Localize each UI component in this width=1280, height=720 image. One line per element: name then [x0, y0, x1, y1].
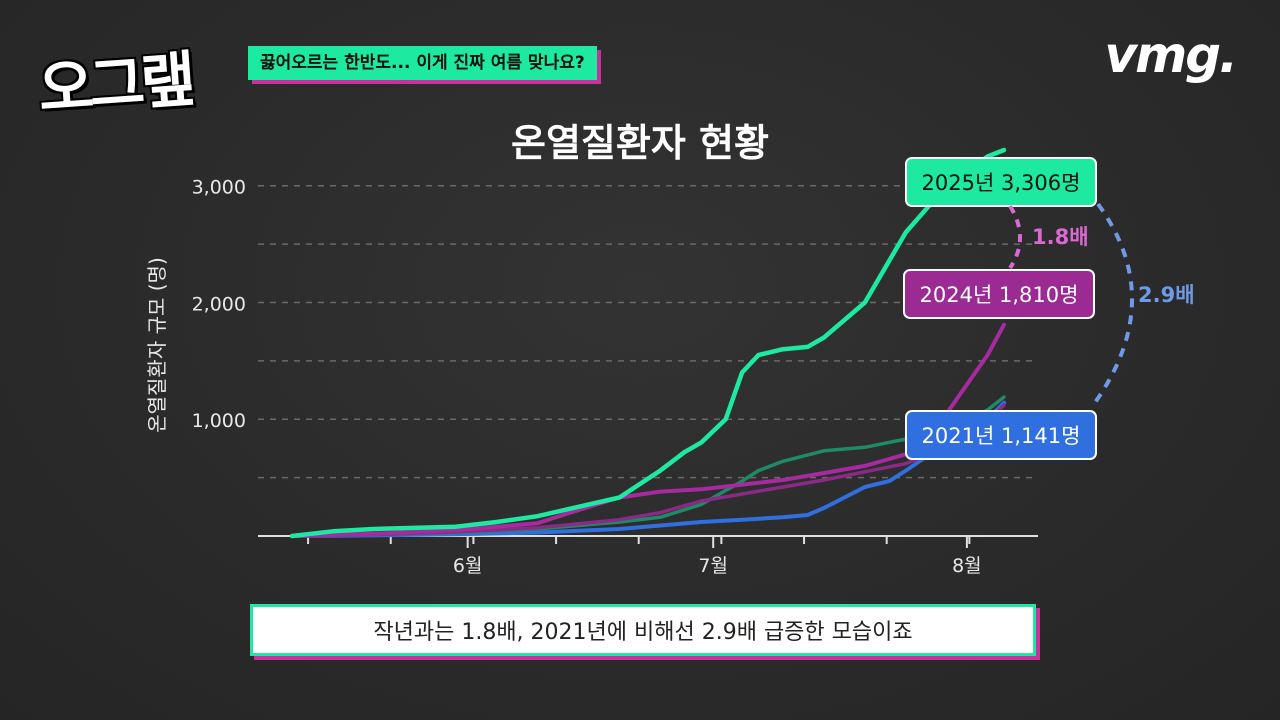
series-layer — [289, 147, 1007, 539]
x-tick-label: 8월 — [952, 555, 982, 577]
caption-box: 작년과는 1.8배, 2021년에 비해선 2.9배 급증한 모습이죠 — [250, 604, 1036, 656]
y-tick-label: 2,000 — [192, 293, 246, 315]
series-line-2023 — [290, 403, 1006, 538]
value-label-text: 2025년 3,306명 — [922, 171, 1081, 195]
series-line-2024 — [290, 322, 1006, 538]
series-line-2025 — [289, 147, 1007, 539]
value-label-text: 2021년 1,141명 — [922, 424, 1081, 448]
value-label-2021: 2021년 1,141명 — [905, 410, 1097, 460]
y-tick-label: 3,000 — [192, 177, 246, 199]
value-label-2025: 2025년 3,306명 — [905, 157, 1097, 207]
value-label-2024: 2024년 1,810명 — [903, 269, 1095, 319]
annotation-layer: 2025년 3,306명 2024년 1,810명 2021년 1,141명 1.8배… — [903, 157, 1195, 460]
x-tick-label: 6월 — [453, 555, 483, 577]
ratio-arc-2 — [1092, 202, 1134, 406]
value-label-box — [905, 157, 1097, 207]
ratio-label-2: 2.9배 — [1138, 283, 1195, 307]
y-axis-label: 온열질환자 규모 (명) — [145, 257, 169, 433]
value-label-text: 2024년 1,810명 — [920, 283, 1079, 307]
series-line-2021 — [290, 400, 1006, 538]
value-label-box — [905, 410, 1097, 460]
ratio-label-1: 1.8배 — [1032, 225, 1089, 249]
x-tick-label: 7월 — [698, 555, 728, 577]
value-label-box — [903, 269, 1095, 319]
headline-tag: 끓어오르는 한반도... 이게 진짜 여름 맞나요? — [248, 46, 597, 80]
brand-logo: vmg. — [1104, 26, 1238, 84]
y-tick-label: 1,000 — [192, 410, 246, 432]
ratio-arc-1 — [1008, 204, 1022, 270]
chart-title: 온열질환자 현황 — [511, 121, 769, 165]
